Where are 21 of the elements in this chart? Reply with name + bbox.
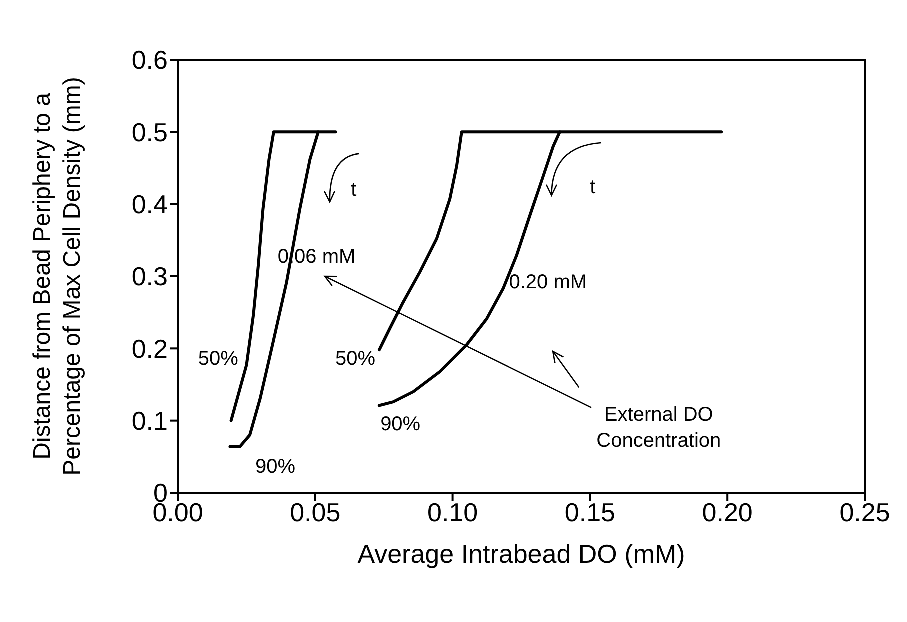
- x-tick-label: 0.20: [702, 497, 753, 528]
- y-tick-label: 0.5: [132, 117, 168, 148]
- annotation: 90%: [256, 456, 296, 478]
- annotation: t: [351, 178, 358, 201]
- annotation: 90%: [380, 413, 421, 436]
- x-tick-label: 0.05: [290, 497, 341, 528]
- y-tick-label: 0.1: [132, 406, 168, 436]
- x-tick-label: 0.15: [564, 497, 616, 528]
- annotation: 50%: [336, 348, 376, 370]
- y-tick-label: 0.2: [132, 334, 168, 364]
- x-axis-title: Average Intrabead DO (mM): [358, 539, 686, 569]
- y-tick-label: 0.6: [132, 45, 168, 76]
- y-tick-label: 0.4: [132, 190, 168, 220]
- x-tick-label: 0.10: [427, 497, 478, 528]
- annotation: t: [590, 176, 596, 199]
- annotation: 50%: [198, 348, 239, 370]
- annotation: External DO Concentration: [596, 404, 722, 452]
- x-tick-label: 0.25: [840, 497, 890, 528]
- y-tick-label: 0.3: [132, 262, 168, 292]
- y-axis-title: Distance from Bead Periphery to a Percentage of Max Cell Density (mm): [29, 77, 86, 476]
- annotation: 0.20 mM: [509, 271, 588, 294]
